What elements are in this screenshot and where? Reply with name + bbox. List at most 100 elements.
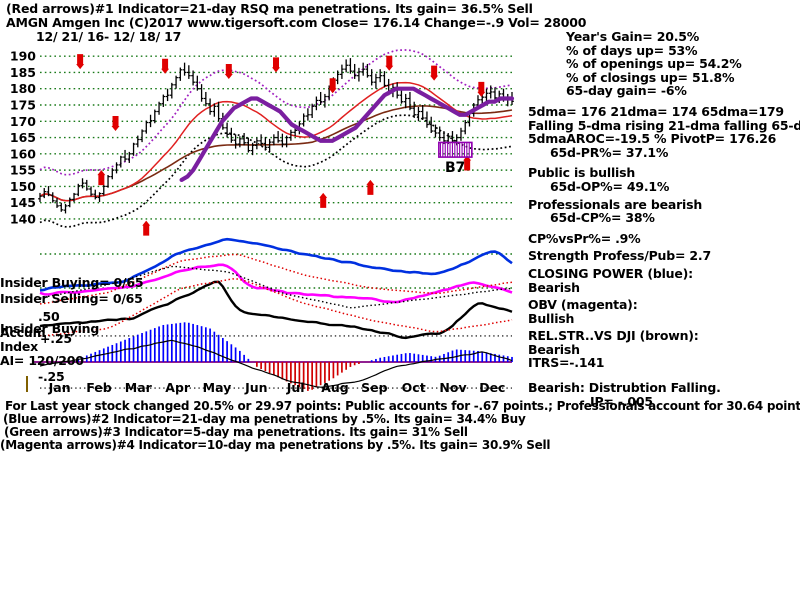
sell-arrow	[477, 81, 486, 97]
buy-arrow	[142, 220, 151, 236]
ma-5-thick-line	[179, 86, 515, 182]
y-axis-tick-label: 155	[10, 163, 36, 178]
closing-power-value: Bearish	[528, 279, 580, 295]
x-axis-month-label: Sep	[361, 380, 387, 395]
level-050-label: .50	[38, 309, 60, 324]
footer-summary-line: For Last year stock changed 20.5% or 29.…	[5, 399, 800, 413]
footer-indicator-4: (Magenta arrows)#4 Indicator=10-day ma p…	[0, 438, 551, 452]
itrs-value: ITRS=-.141	[528, 355, 605, 371]
level-minus25-label: -.25	[38, 369, 65, 384]
stat-public-status: Public is bullish	[528, 165, 636, 181]
y-axis-tick-label: 145	[10, 195, 36, 210]
sell-arrow	[272, 57, 280, 73]
summary-footer: For Last year stock changed 20.5% or 29.…	[0, 400, 800, 452]
statistics-panel: Year's Gain= 20.5% % of days up= 53% % o…	[528, 30, 800, 408]
closing-power-title: CLOSING POWER (blue):	[528, 265, 693, 281]
sell-arrow	[111, 116, 120, 132]
rel-str-line	[39, 280, 513, 340]
header-indicator-line: (Red arrows)#1 Indicator=21-day RSQ ma p…	[6, 1, 533, 16]
arrow-glyph	[463, 155, 472, 171]
x-axis: Jan Feb Mar Apr May Jun Jul Aug Sep Oct Nov Dec	[26, 376, 505, 395]
arrow-glyph	[430, 65, 439, 81]
buy-arrow	[463, 155, 472, 171]
arrow-glyph	[76, 54, 85, 70]
x-axis-month-label: Jul	[286, 380, 305, 395]
sell-arrow	[430, 65, 439, 81]
stat-65d-op: 65d-OP%= 49.1%	[550, 178, 670, 194]
red-dotted-lower	[39, 277, 513, 337]
x-axis-month-label: May	[203, 380, 232, 395]
ma-21-line	[39, 81, 513, 202]
ip-value: IP= -.005	[590, 393, 653, 409]
sell-arrow	[76, 54, 85, 70]
arrow-glyph	[319, 192, 328, 208]
stat-pct-closings-up: % of closings up= 51.8%	[566, 69, 735, 85]
footer-indicator-3: (Green arrows)#3 Indicator=5-day ma pene…	[4, 425, 468, 439]
y-axis-tick-label: 140	[10, 211, 36, 226]
arrow-glyph	[385, 55, 394, 71]
x-axis-month-label: Jun	[244, 380, 267, 395]
x-axis-month-label: Nov	[439, 380, 466, 395]
stat-strength-ratio: Strength Profess/Pub= 2.7	[528, 248, 711, 264]
y-axis-tick-label: 160	[10, 146, 36, 161]
sell-arrow	[385, 55, 394, 71]
buy-arrow	[366, 179, 375, 195]
accumulation-histogram	[73, 322, 513, 391]
stat-pct-days-up: % of days up= 53%	[566, 42, 698, 58]
x-axis-month-label: Oct	[402, 380, 426, 395]
arrow-glyph	[477, 81, 486, 97]
sell-arrow	[328, 78, 337, 94]
sell-arrow	[161, 58, 170, 74]
buy-arrow	[319, 192, 328, 208]
footer-indicator-2: (Blue arrows)#2 Indicator=21-day ma pene…	[3, 412, 526, 426]
stat-cp-vs-pr: CP%vsPr%= .9%	[528, 230, 641, 246]
stat-dma-values: 5dma= 176 21dma= 174 65dma=179	[528, 103, 784, 119]
accum-signal-line	[39, 339, 513, 388]
buy-signal-box	[438, 141, 473, 158]
price-bars	[38, 58, 514, 214]
stat-dma-trend: Falling 5-dma rising 21-dma falling 65-d…	[528, 117, 800, 133]
upper-band-line	[39, 49, 513, 176]
x-axis-month-label: Feb	[86, 380, 112, 395]
accum-index-value: AI= 120/200	[0, 353, 84, 368]
x-axis-month-label: Apr	[165, 380, 191, 395]
header-date-range: 12/ 21/ 16- 12/ 18/ 17	[36, 29, 182, 44]
lower-band-line	[39, 114, 513, 228]
arrow-glyph	[272, 57, 280, 73]
y-axis-tick-label: 165	[10, 130, 36, 145]
stat-pct-openings-up: % of openings up= 54.2%	[566, 56, 742, 72]
chart-canvas[interactable]: 190 185 180 175 170 165 160 155 150 145 140 Jan Feb M…	[0, 36, 520, 396]
stat-aroc-pivot: 5dmaAROC=-19.5 % PivotP= 176.26	[528, 131, 777, 147]
buy-signal-marker: B7	[445, 160, 466, 176]
x-axis-month-label: Mar	[125, 380, 153, 395]
insider-buying-label: Insider Buying= 0/65	[0, 275, 144, 290]
accum-title-line3: Index	[0, 339, 39, 354]
stat-years-gain: Year's Gain= 20.5%	[566, 29, 700, 44]
insider-selling-label: Insider Selling= 0/65	[0, 291, 143, 306]
arrow-glyph	[142, 220, 151, 236]
x-axis-month-label: Jan	[48, 380, 71, 395]
obv-title: OBV (magenta):	[528, 297, 638, 313]
arrow-glyph	[97, 170, 106, 186]
accum-title-line1: Insider Buying	[0, 321, 100, 336]
y-axis-tick-label: 150	[10, 179, 36, 194]
rel-str-value: Bearish	[528, 341, 580, 357]
y-axis-tick-label: 190	[10, 49, 36, 64]
sell-arrow	[224, 63, 233, 79]
y-axis-tick-label: 175	[10, 97, 36, 112]
stat-professionals-status: Professionals are bearish	[528, 196, 703, 212]
closing-power-line	[39, 237, 513, 292]
stat-65d-pr: 65d-PR%= 37.1%	[550, 144, 669, 160]
stat-65day-gain: 65-day gain= -6%	[566, 83, 687, 99]
arrow-glyph	[161, 58, 170, 74]
arrow-glyph	[111, 116, 120, 132]
arrow-glyph	[224, 63, 233, 79]
y-axis-tick-label: 180	[10, 81, 36, 96]
arrow-glyph	[366, 179, 375, 195]
y-axis-tick-label: 185	[10, 65, 36, 80]
buy-arrow	[97, 170, 106, 186]
rel-str-title: REL.STR..VS DJI (brown):	[528, 328, 699, 344]
y-axis-tick-label: 170	[10, 114, 36, 129]
